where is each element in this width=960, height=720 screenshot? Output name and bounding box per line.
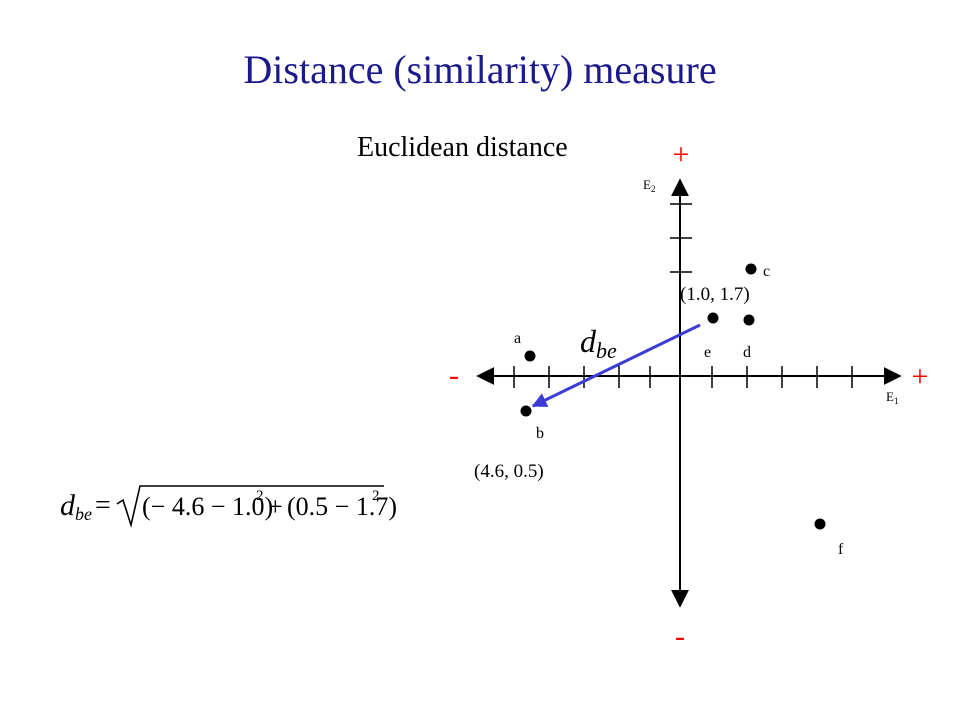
y-axis-plus: +	[673, 138, 690, 171]
formula-plus: +	[268, 492, 283, 521]
coord-label-b: (4.6, 0.5)	[474, 461, 544, 482]
formula-lhs: dbe	[60, 489, 92, 524]
x-axis-label: E1	[886, 389, 898, 406]
formula-term1-exp: 2	[256, 488, 264, 504]
x-axis-plus: +	[912, 360, 929, 393]
svg-text:b: b	[536, 425, 544, 442]
x-axis-minus: -	[449, 359, 459, 392]
slide-title: Distance (similarity) measure	[243, 47, 717, 92]
svg-text:f: f	[838, 541, 844, 558]
distance-arrow-be	[531, 323, 701, 408]
distance-label: dbe	[580, 323, 617, 363]
svg-text:d: d	[743, 344, 751, 361]
svg-text:c: c	[763, 263, 770, 280]
point-a: a	[514, 330, 536, 362]
point-f: f	[814, 518, 844, 558]
sqrt-sign	[116, 485, 384, 529]
distance-formula: dbe = (− 4.6 − 1.0) 2 + (0.5 − 1.7) 2	[60, 485, 397, 529]
point-e: e	[704, 312, 719, 361]
svg-text:e: e	[704, 344, 711, 361]
formula-term1: (− 4.6 − 1.0)	[142, 492, 273, 521]
coord-label-e: (1.0, 1.7)	[680, 284, 750, 305]
y-axis-minus: -	[675, 620, 685, 653]
svg-text:a: a	[514, 330, 521, 347]
point-c: c	[745, 263, 770, 280]
point-b: b	[520, 405, 544, 442]
formula-term2-exp: 2	[372, 488, 380, 504]
y-axis-label: E2	[643, 177, 655, 194]
slide-subtitle: Euclidean distance	[357, 132, 568, 163]
formula-term2: (0.5 − 1.7)	[287, 492, 397, 521]
y-axis-ticks	[670, 203, 692, 273]
formula-equals: =	[95, 490, 111, 521]
point-d: d	[743, 314, 755, 361]
x-axis-ticks	[513, 366, 853, 388]
